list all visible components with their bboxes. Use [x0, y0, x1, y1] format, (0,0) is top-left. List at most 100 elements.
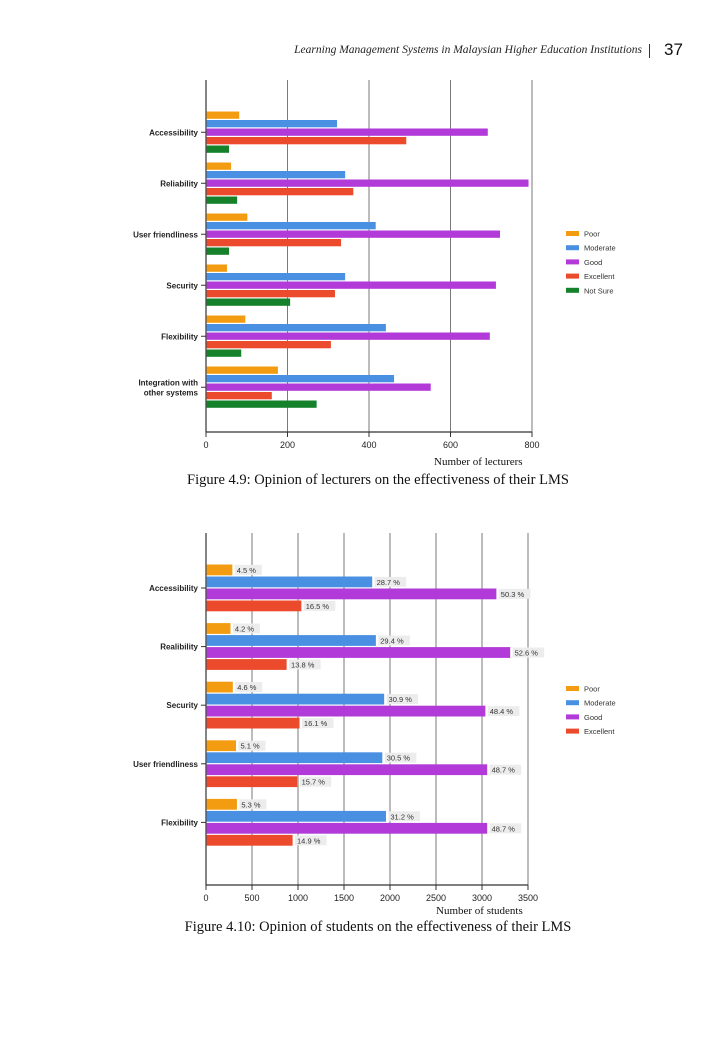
- students-legend-swatch-good: [566, 714, 579, 720]
- students-data-label-bg-accessibility-poor: [234, 564, 262, 575]
- lecturers-legend-label-moderate: Moderate: [584, 244, 616, 253]
- lecturers-legend-swatch-not-sure: [566, 287, 579, 293]
- students-tick-label-2000: 2000: [380, 893, 400, 903]
- lecturers-bar-reliability-moderate: [206, 171, 346, 179]
- students-data-label-user-friendliness-poor: 5.1 %: [240, 742, 260, 751]
- lecturers-chart: 0 200 400 600 800 Accessibility Reliability Use…: [126, 78, 626, 460]
- lecturers-bar-accessibility-excellent: [206, 137, 407, 145]
- lecturers-bar-security-moderate: [206, 273, 346, 281]
- lecturers-category-label-integration-with-other-systems-line-1: other systems: [144, 388, 199, 397]
- students-bar-user-friendliness-moderate: [206, 752, 383, 764]
- students-category-label-accessibility: Accessibility: [149, 584, 198, 593]
- lecturers-tick-label-400: 400: [361, 440, 376, 450]
- students-legend-label-excellent: Excellent: [584, 727, 615, 736]
- students-data-label-bg-user-friendliness-excellent: [299, 776, 332, 787]
- running-title: Learning Management Systems in Malaysian…: [294, 44, 642, 56]
- students-data-label-accessibility-poor: 4.5 %: [237, 566, 257, 575]
- students-data-label-security-excellent: 16.1 %: [304, 719, 328, 728]
- students-bar-security-poor: [206, 681, 233, 693]
- lecturers-category-label-user-friendliness: User friendliness: [133, 230, 198, 239]
- students-legend-swatch-excellent: [566, 728, 579, 734]
- students-data-label-bg-accessibility-good: [498, 588, 531, 599]
- students-data-label-bg-flexibility-good: [489, 823, 522, 834]
- lecturers-category-label-accessibility: Accessibility: [149, 128, 198, 137]
- lecturers-legend-swatch-poor: [566, 231, 579, 236]
- lecturers-bar-security-excellent: [206, 290, 335, 298]
- students-bar-flexibility-moderate: [206, 810, 386, 822]
- students-bar-accessibility-poor: [206, 564, 233, 576]
- lecturers-bar-security-poor: [206, 264, 227, 272]
- students-data-label-bg-security-good: [487, 706, 520, 717]
- lecturers-bar-integration-with-other-systems-not-sure: [206, 400, 317, 408]
- students-data-label-bg-accessibility-moderate: [374, 576, 407, 587]
- lecturers-bar-integration-with-other-systems-poor: [206, 366, 278, 374]
- students-data-label-bg-security-excellent: [301, 718, 334, 729]
- figure-4-9-caption: Figure 4.9: Opinion of lecturers on the …: [187, 472, 569, 488]
- students-data-label-bg-realibility-moderate: [378, 635, 410, 646]
- students-chart: 0 500 1000 1500 2000 2500 3000 3500 Accessibilit…: [126, 525, 626, 908]
- students-chart-svg: 0 500 1000 1500 2000 2500 3000 3500 Accessibilit…: [133, 533, 616, 903]
- students-data-label-bg-user-friendliness-poor: [238, 740, 266, 751]
- students-data-label-realibility-moderate: 29.4 %: [380, 637, 404, 646]
- lecturers-category-label-security: Security: [166, 281, 198, 290]
- students-data-label-security-good: 48.4 %: [490, 707, 514, 716]
- students-data-label-realibility-excellent: 13.8 %: [291, 661, 315, 670]
- lecturers-bar-reliability-poor: [206, 162, 232, 170]
- lecturers-bar-integration-with-other-systems-good: [206, 383, 431, 391]
- students-tick-label-0: 0: [203, 893, 208, 903]
- students-data-label-bg-user-friendliness-moderate: [384, 752, 417, 763]
- page-header: Learning Management Systems in Malaysian…: [0, 40, 728, 64]
- lecturers-bar-accessibility-not-sure: [206, 145, 230, 153]
- students-data-label-realibility-poor: 4.2 %: [235, 625, 255, 634]
- lecturers-chart-svg: 0 200 400 600 800 Accessibility Reliability Use…: [133, 80, 616, 450]
- lecturers-tick-label-600: 600: [443, 440, 458, 450]
- students-data-label-bg-realibility-poor: [232, 623, 260, 634]
- lecturers-bar-flexibility-good: [206, 332, 490, 340]
- lecturers-category-label-integration-with-other-systems-line-0: Integration with: [138, 378, 198, 387]
- students-legend-swatch-poor: [566, 686, 579, 691]
- students-data-label-bg-realibility-excellent: [289, 659, 321, 670]
- students-tick-label-3000: 3000: [472, 893, 492, 903]
- students-tick-label-500: 500: [244, 893, 259, 903]
- students-bar-flexibility-good: [206, 822, 488, 834]
- students-category-label-flexibility: Flexibility: [161, 818, 198, 827]
- students-bar-security-moderate: [206, 693, 385, 705]
- header-separator: [649, 44, 650, 58]
- lecturers-category-label-reliability: Reliability: [160, 179, 198, 188]
- lecturers-bar-reliability-excellent: [206, 188, 354, 196]
- lecturers-legend-label-poor: Poor: [584, 230, 600, 239]
- lecturers-bar-user-friendliness-moderate: [206, 222, 376, 230]
- students-bar-realibility-excellent: [206, 659, 287, 670]
- students-data-label-security-moderate: 30.9 %: [389, 695, 413, 704]
- lecturers-bar-integration-with-other-systems-excellent: [206, 392, 272, 400]
- students-bar-accessibility-moderate: [206, 576, 373, 588]
- lecturers-legend-swatch-moderate: [566, 245, 579, 251]
- students-data-label-realibility-good: 52.6 %: [515, 649, 539, 658]
- students-bar-accessibility-excellent: [206, 600, 302, 612]
- lecturers-bar-user-friendliness-excellent: [206, 239, 342, 247]
- students-tick-label-1500: 1500: [334, 893, 354, 903]
- students-legend-label-good: Good: [584, 713, 602, 722]
- lecturers-bar-user-friendliness-not-sure: [206, 247, 230, 255]
- students-legend-label-poor: Poor: [584, 685, 600, 694]
- students-data-label-bg-user-friendliness-good: [489, 764, 522, 775]
- lecturers-bar-security-good: [206, 281, 496, 289]
- figure-4-10-caption: Figure 4.10: Opinion of students on the …: [184, 919, 572, 935]
- students-data-label-flexibility-moderate: 31.2 %: [390, 812, 414, 821]
- lecturers-legend-label-excellent: Excellent: [584, 272, 615, 281]
- lecturers-legend-swatch-excellent: [566, 273, 579, 279]
- lecturers-bar-flexibility-not-sure: [206, 349, 242, 357]
- students-data-label-bg-accessibility-excellent: [303, 600, 336, 611]
- lecturers-bar-flexibility-excellent: [206, 341, 331, 349]
- students-data-label-flexibility-poor: 5.3 %: [241, 800, 261, 809]
- students-bar-realibility-moderate: [206, 635, 376, 646]
- lecturers-bar-flexibility-moderate: [206, 324, 386, 332]
- students-bar-user-friendliness-good: [206, 764, 488, 776]
- students-tick-label-2500: 2500: [426, 893, 446, 903]
- students-data-label-bg-flexibility-excellent: [295, 835, 327, 846]
- students-data-label-accessibility-moderate: 28.7 %: [377, 578, 401, 587]
- students-bar-flexibility-poor: [206, 798, 237, 810]
- students-data-label-flexibility-good: 48.7 %: [492, 824, 516, 833]
- lecturers-bar-reliability-good: [206, 179, 529, 187]
- page-number: 37: [664, 40, 683, 59]
